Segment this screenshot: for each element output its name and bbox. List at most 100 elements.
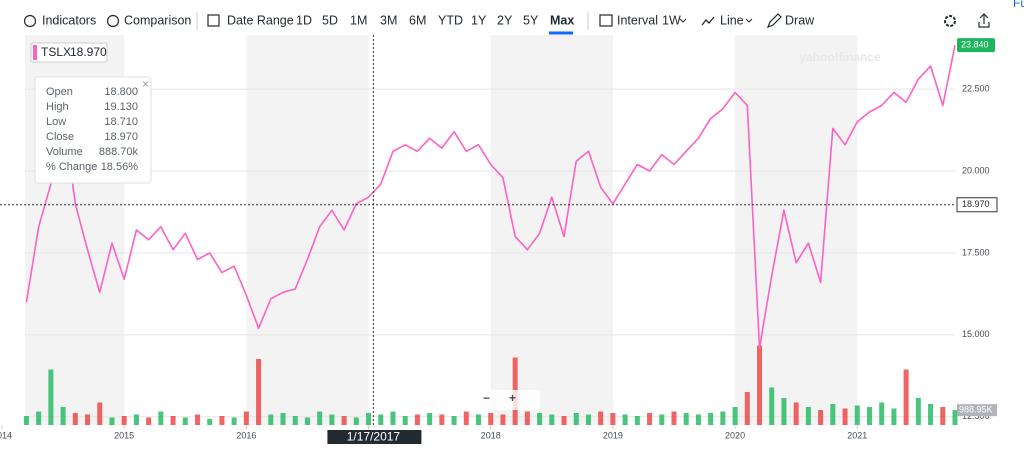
y-tick-label: 20.000: [962, 165, 990, 175]
volume-bar: [23, 416, 29, 425]
tooltip: [34, 76, 152, 184]
last-volume-label: 988.95K: [959, 405, 993, 415]
volume-bar: [634, 416, 640, 425]
volume-bar: [720, 411, 726, 425]
volume-bar: [329, 414, 335, 425]
y-tick-label: 15.000: [962, 329, 990, 339]
volume-bar: [879, 402, 885, 425]
tooltip-label: Close: [46, 131, 74, 143]
volume-bar: [36, 411, 42, 425]
range-button[interactable]: YTD: [438, 13, 463, 27]
range-button[interactable]: 3M: [380, 13, 397, 27]
volume-bar: [561, 416, 567, 425]
crosshair-y-label: 18.970: [962, 199, 990, 209]
icon: [701, 16, 715, 26]
indicators[interactable]: Indicators: [42, 13, 96, 27]
zoom-in[interactable]: +: [509, 391, 516, 405]
range-button[interactable]: 1M: [350, 13, 367, 27]
year-band: [490, 35, 613, 425]
close-icon[interactable]: ×: [142, 77, 149, 91]
crosshair-x-tag: [327, 430, 422, 444]
comparison[interactable]: Comparison: [124, 13, 191, 27]
chevron: [745, 18, 753, 23]
legend-value: 18.970: [70, 45, 107, 59]
icon: [106, 14, 120, 28]
interval[interactable]: Interval: [617, 13, 658, 27]
tooltip-label: % Change: [46, 161, 97, 173]
y-tick-label: 12.500: [962, 411, 990, 421]
range-button[interactable]: 1D: [296, 13, 312, 27]
volume-bar: [940, 407, 946, 425]
volume-bar: [573, 413, 579, 425]
volume-bar: [683, 413, 689, 425]
draw[interactable]: Draw: [785, 13, 815, 27]
crosshair-x-label: 1/17/2017: [347, 430, 401, 444]
full-screen[interactable]: Full screen: [1013, 0, 1024, 10]
volume-bar: [585, 414, 591, 425]
range-button-active[interactable]: Max: [550, 13, 574, 27]
price-line: [25, 45, 956, 349]
last-price-tag: [957, 38, 995, 53]
icon: [766, 13, 782, 29]
volume-bar: [805, 407, 811, 425]
range-button[interactable]: 6M: [409, 13, 426, 27]
volume-bar: [610, 413, 616, 425]
chart-type[interactable]: Line: [720, 13, 744, 27]
volume-bar: [402, 416, 408, 425]
volume-bar: [744, 392, 750, 425]
volume-bar: [158, 411, 164, 425]
year-band: [735, 35, 858, 425]
volume-bar: [549, 414, 555, 425]
share-icon[interactable]: [978, 13, 990, 28]
date-range[interactable]: Date Range: [227, 13, 294, 27]
plot: 12.500 15.000 17.500 20.000 22.500 2014 2015 20…: [0, 35, 998, 444]
zoom-out[interactable]: −: [483, 391, 490, 405]
volume-bar: [170, 416, 176, 425]
volume-bar: [341, 416, 347, 425]
icon: [207, 14, 220, 27]
interval-value[interactable]: 1W: [662, 13, 681, 27]
overlay: × Open 18.800 High 19.130 Low 18.710 Close 18.9…: [34, 76, 540, 410]
volume-bar: [146, 417, 152, 425]
volume-bar: [671, 411, 677, 425]
settings-icon[interactable]: [944, 15, 956, 27]
volume-bar: [268, 414, 274, 425]
volume-bar: [866, 407, 872, 425]
year-band: [246, 35, 369, 425]
volume-bar: [952, 410, 958, 425]
range-button[interactable]: 5Y: [523, 13, 539, 27]
volume-bar: [243, 411, 249, 425]
icon: [599, 14, 613, 27]
zoom-controls: [480, 390, 540, 410]
tooltip-label: High: [46, 101, 69, 113]
volume-bar: [647, 413, 653, 425]
x-tick-label: 2016: [236, 430, 256, 440]
volume-bar: [85, 414, 91, 425]
watermark: yahoo!finance: [799, 50, 881, 64]
tooltip-value: 19.130: [104, 101, 138, 113]
volume-bar: [366, 413, 372, 425]
range-button[interactable]: 1Y: [471, 13, 487, 27]
volume-bar: [121, 416, 127, 425]
range-button[interactable]: 5D: [322, 13, 338, 27]
volume-bar: [659, 414, 665, 425]
legend-name: TSLX: [41, 45, 71, 59]
volume-bar: [842, 408, 848, 425]
volume-bar: [194, 414, 200, 425]
y-tick-label: 17.500: [962, 247, 990, 257]
volume-bar: [353, 417, 359, 425]
volume-bar: [915, 398, 921, 425]
x-tick-label: 2020: [725, 430, 745, 440]
volume-bar: [378, 414, 384, 425]
volume-bar: [793, 402, 799, 425]
x-tick-label: 2021: [847, 430, 867, 440]
icon: [23, 14, 37, 28]
volume-bar: [757, 345, 763, 425]
range-button[interactable]: 2Y: [497, 13, 513, 27]
tooltip-label: Open: [46, 86, 73, 98]
volume-bar: [256, 359, 262, 425]
volume-bar: [928, 404, 934, 425]
x-tick-label: 2014: [0, 430, 12, 440]
volume-bar: [451, 416, 457, 425]
